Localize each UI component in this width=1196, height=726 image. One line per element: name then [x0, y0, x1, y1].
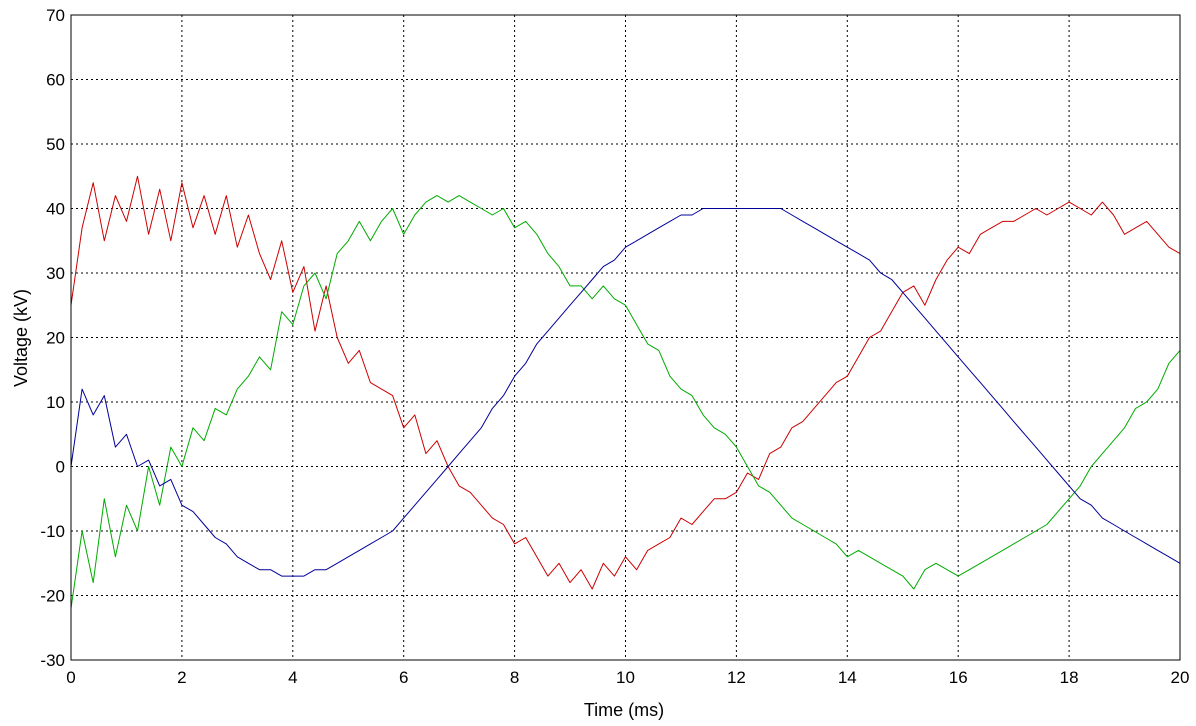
y-tick-label: -10 [40, 522, 65, 541]
series-layer [70, 175, 1181, 609]
y-tick-label: 0 [56, 458, 65, 477]
y-tick-label: 20 [46, 329, 65, 348]
series-line-0 [70, 175, 1181, 590]
x-tick-label: 4 [288, 668, 297, 687]
y-tick-label: 40 [46, 200, 65, 219]
x-tick-label: 6 [399, 668, 408, 687]
x-axis-label: Time (ms) [584, 700, 664, 720]
x-tick-label: 10 [616, 668, 635, 687]
x-tick-label: 16 [949, 668, 968, 687]
x-tick-label: 18 [1060, 668, 1079, 687]
grid-layer [71, 15, 1180, 660]
x-tick-label: 12 [727, 668, 746, 687]
frame-layer [70, 14, 1181, 661]
tick-layer: 0 2 4 6 8 10 12 14 16 18 20 -30 -20 -10 0 10 20 30 40 50 60 7… [40, 6, 1189, 687]
y-tick-label: -30 [40, 651, 65, 670]
x-tick-label: 0 [66, 668, 75, 687]
x-tick-label: 20 [1171, 668, 1190, 687]
series-line-1 [70, 195, 1181, 609]
y-axis-label: Voltage (kV) [11, 289, 31, 387]
x-tick-label: 8 [510, 668, 519, 687]
y-tick-label: -20 [40, 587, 65, 606]
y-tick-label: 10 [46, 393, 65, 412]
y-tick-label: 50 [46, 135, 65, 154]
plot-frame [70, 14, 1181, 661]
series-line-2 [70, 208, 1181, 577]
x-tick-label: 2 [177, 668, 186, 687]
y-tick-label: 30 [46, 264, 65, 283]
y-tick-label: 60 [46, 71, 65, 90]
y-tick-label: 70 [46, 6, 65, 25]
x-tick-label: 14 [838, 668, 857, 687]
